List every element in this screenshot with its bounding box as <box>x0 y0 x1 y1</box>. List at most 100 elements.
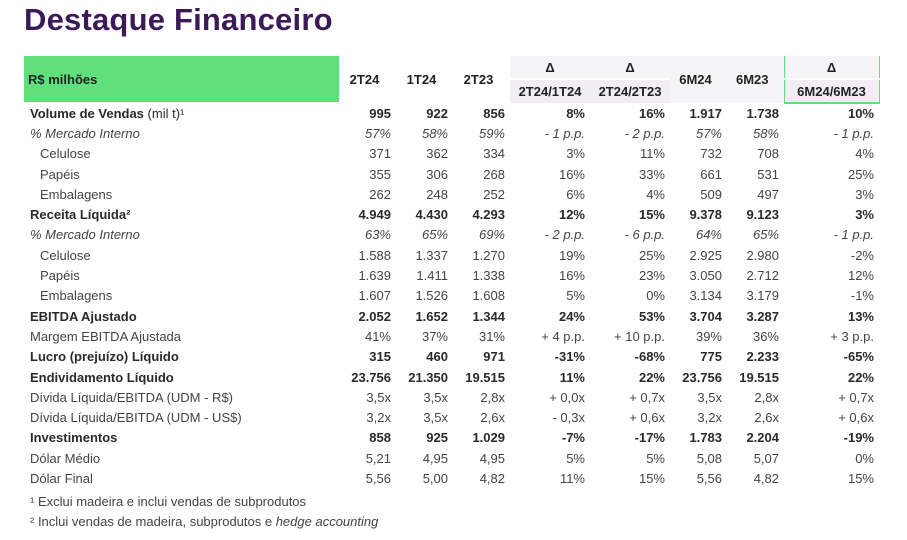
table-cell: 248 <box>426 186 448 202</box>
table-cell: 1.917 <box>689 105 722 121</box>
footnote-2-italic: hedge accounting <box>275 514 379 529</box>
header-delta-symbol: Δ <box>510 56 590 80</box>
row-label: Embalagens <box>24 184 339 204</box>
table-cell: 11% <box>559 470 585 486</box>
row-label-text: Receita Líquida² <box>30 207 131 223</box>
row-label-text: Celulose <box>40 146 91 162</box>
table-cell: + 0,6x <box>629 410 665 426</box>
table-cell: 25% <box>638 247 665 263</box>
financial-highlights-table: R$ milhões 2T24 1T24 2T23 Δ Δ 6M24 6M23 … <box>24 56 880 489</box>
table-row: Receita Líquida² 4.949 4.430 4.293 12% 15% 9.3… <box>24 204 879 224</box>
table-cell: 11% <box>639 146 665 162</box>
table-row: Celulose 1.588 1.337 1.270 19% 25% 2.925 2.980 -… <box>24 245 879 265</box>
table-row: Papéis 355 306 268 16% 33% 661 531 25% <box>24 164 879 184</box>
header-period-2t24: 2T24 <box>349 72 380 87</box>
table-cell: 23.756 <box>682 369 722 385</box>
table-cell: 4,95 <box>422 450 448 466</box>
table-cell: 4% <box>646 186 665 202</box>
table-cell: 3,5x <box>697 389 722 405</box>
table-cell: 775 <box>700 349 722 365</box>
table-cell: 16% <box>638 105 665 121</box>
table-cell: 15% <box>638 470 665 486</box>
table-cell: 3.179 <box>746 288 779 304</box>
row-label-text: Margem EBITDA Ajustada <box>30 328 182 344</box>
table-cell: 11% <box>559 369 585 385</box>
table-cell: 23.756 <box>351 369 391 385</box>
table-cell: 58% <box>421 125 448 141</box>
row-label-text: EBITDA Ajustado <box>30 308 137 324</box>
row-label-text: Dívida Líquida/EBITDA (UDM - US$) <box>30 410 242 426</box>
table-cell: 25% <box>847 166 874 182</box>
table-cell: 4% <box>855 146 874 162</box>
table-cell: 460 <box>426 349 448 365</box>
table-cell: 371 <box>369 146 391 162</box>
table-cell: 1.411 <box>416 268 448 284</box>
table-cell: - 2 p.p. <box>624 125 665 141</box>
table-cell: 9.378 <box>689 207 722 223</box>
table-cell: 16% <box>558 268 585 284</box>
table-cell: -68% <box>634 349 665 365</box>
table-cell: 3% <box>566 146 585 162</box>
table-cell: -1% <box>850 288 874 304</box>
table-cell: 4.430 <box>415 207 448 223</box>
table-cell: 306 <box>426 166 448 182</box>
table-cell: - 1 p.p. <box>544 125 585 141</box>
table-cell: 23% <box>638 268 665 284</box>
row-label-text: Embalagens <box>40 288 113 304</box>
table-cell: 3% <box>855 186 874 202</box>
table-cell: 856 <box>483 105 505 121</box>
table-cell: 12% <box>558 207 585 223</box>
table-cell: 315 <box>369 349 391 365</box>
table-cell: 1.608 <box>472 288 505 304</box>
footnote-2-text: ² Inclui vendas de madeira, subprodutos … <box>30 514 276 529</box>
row-label: Celulose <box>24 245 339 265</box>
row-label-text: Endividamento Líquido <box>30 369 174 385</box>
table-cell: 5% <box>566 450 585 466</box>
table-cell: 36% <box>752 328 779 344</box>
table-cell: 3.134 <box>689 288 722 304</box>
row-unit: (mil t)¹ <box>147 106 185 122</box>
row-label: Volume de Vendas (mil t)¹ <box>24 103 339 123</box>
table-cell: - 1 p.p. <box>833 125 874 141</box>
table-cell: 5% <box>566 288 585 304</box>
table-cell: 1.652 <box>415 308 448 324</box>
table-cell: 22% <box>847 369 874 385</box>
row-label: Dólar Final <box>24 468 339 488</box>
table-cell: 53% <box>638 308 665 324</box>
row-label-text: Volume de Vendas <box>30 106 144 122</box>
row-label-text: Investimentos <box>30 430 118 446</box>
table-cell: + 4 p.p. <box>541 328 585 344</box>
table-cell: 31% <box>478 328 505 344</box>
header-delta-symbol: Δ <box>783 56 880 80</box>
table-cell: 262 <box>369 186 391 202</box>
row-label-text: Lucro (prejuízo) Líquido <box>30 349 179 365</box>
table-row: Dívida Líquida/EBITDA (UDM - R$) 3,5x 3,5x… <box>24 387 879 407</box>
page-title: Destaque Financeiro <box>24 2 333 37</box>
table-cell: 2.233 <box>746 349 779 365</box>
table-row: % Mercado Interno 63% 65% 69% - 2 p.p. - 6 p.… <box>24 225 879 245</box>
table-cell: - 6 p.p. <box>624 227 665 243</box>
table-cell: 1.344 <box>472 308 505 324</box>
table-cell: 1.588 <box>358 247 391 263</box>
row-label-text: Celulose <box>40 247 91 263</box>
row-label: Lucro (prejuízo) Líquido <box>24 347 339 367</box>
table-cell: 58% <box>752 125 779 141</box>
row-label: Papéis <box>24 164 339 184</box>
table-cell: 2,6x <box>480 410 505 426</box>
header-delta-symbol: Δ <box>590 56 670 80</box>
table-cell: 531 <box>757 166 779 182</box>
table-cell: 3,5x <box>423 410 448 426</box>
header-delta-2t24-2t23: 2T24/2T23 <box>590 79 670 103</box>
table-cell: 3,2x <box>697 410 722 426</box>
table-cell: 2,6x <box>754 410 779 426</box>
row-label-text: % Mercado Interno <box>30 227 140 243</box>
table-cell: 19% <box>558 247 585 263</box>
table-cell: + 0,7x <box>838 389 874 405</box>
header-period-6m24: 6M24 <box>670 56 727 103</box>
table-cell: 2.204 <box>746 430 779 446</box>
table-cell: 268 <box>483 166 505 182</box>
table-cell: 4,82 <box>479 470 505 486</box>
table-row: Dívida Líquida/EBITDA (UDM - US$) 3,2x 3,5… <box>24 407 879 427</box>
table-cell: 1.338 <box>472 268 505 284</box>
table-cell: - 2 p.p. <box>544 227 585 243</box>
